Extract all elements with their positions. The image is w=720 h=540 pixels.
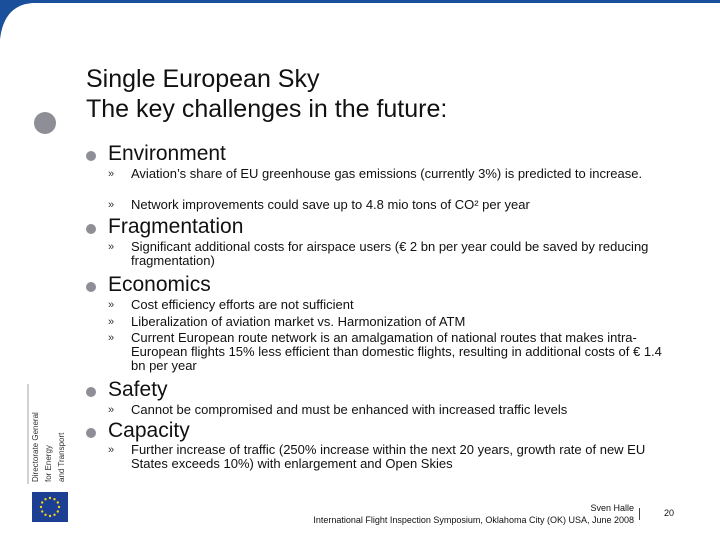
section-heading: Capacity: [108, 419, 190, 442]
directorate-label: Directorate General for Energy and Trans…: [27, 384, 66, 484]
bullet-item: » Further increase of traffic (250% incr…: [108, 443, 678, 471]
title-line-1: Single European Sky: [86, 65, 320, 93]
bullet-text: Further increase of traffic (250% increa…: [131, 442, 646, 471]
bullet-text: Network improvements could save up to 4.…: [131, 197, 530, 212]
chevron-icon: »: [108, 168, 115, 180]
chevron-icon: »: [108, 332, 115, 344]
bullet-text: Current European route network is an ama…: [131, 330, 662, 373]
chevron-icon: »: [108, 316, 115, 328]
directorate-line-3: and Transport: [57, 432, 66, 482]
section-bullet-icon: [86, 151, 96, 161]
bullet-item: » Significant additional costs for airsp…: [108, 240, 678, 268]
title-bullet-icon: [34, 112, 56, 134]
footer: Sven Halle International Flight Inspecti…: [270, 502, 634, 526]
bullet-item: » Liberalization of aviation market vs. …: [108, 315, 678, 329]
footer-event: International Flight Inspection Symposiu…: [313, 515, 634, 525]
chevron-icon: »: [108, 199, 115, 211]
bullet-item: » Current European route network is an a…: [108, 331, 678, 373]
bullet-text: Cost efficiency efforts are not sufficie…: [131, 297, 354, 312]
chevron-icon: »: [108, 404, 115, 416]
slide-title: Single European Sky The key challenges i…: [86, 64, 686, 124]
section-heading: Safety: [108, 378, 168, 401]
section-heading: Economics: [108, 273, 211, 296]
section-bullet-icon: [86, 428, 96, 438]
chevron-icon: »: [108, 299, 115, 311]
footer-author: Sven Halle: [590, 503, 634, 513]
bullet-text: Aviation’s share of EU greenhouse gas em…: [131, 166, 643, 181]
directorate-line-1: Directorate General: [31, 412, 40, 482]
bullet-text: Cannot be compromised and must be enhanc…: [131, 402, 568, 417]
bullet-text: Significant additional costs for airspac…: [131, 239, 649, 268]
footer-divider: [639, 508, 640, 520]
bullet-item: » Cost efficiency efforts are not suffic…: [108, 298, 678, 312]
header-band: [0, 0, 720, 46]
chevron-icon: »: [108, 241, 115, 253]
bullet-item: » Network improvements could save up to …: [108, 198, 678, 212]
bullet-item: » Cannot be compromised and must be enha…: [108, 403, 678, 417]
bullet-text: Liberalization of aviation market vs. Ha…: [131, 314, 466, 329]
section-bullet-icon: [86, 224, 96, 234]
chevron-icon: »: [108, 444, 115, 456]
directorate-line-2: for Energy: [44, 445, 53, 482]
title-line-2: The key challenges in the future:: [86, 95, 448, 123]
section-bullet-icon: [86, 387, 96, 397]
section-heading: Fragmentation: [108, 215, 244, 238]
section-bullet-icon: [86, 282, 96, 292]
eu-flag-icon: [32, 492, 68, 522]
page-number: 20: [664, 508, 675, 518]
bullet-item: » Aviation’s share of EU greenhouse gas …: [108, 167, 678, 181]
section-heading: Environment: [108, 142, 226, 165]
